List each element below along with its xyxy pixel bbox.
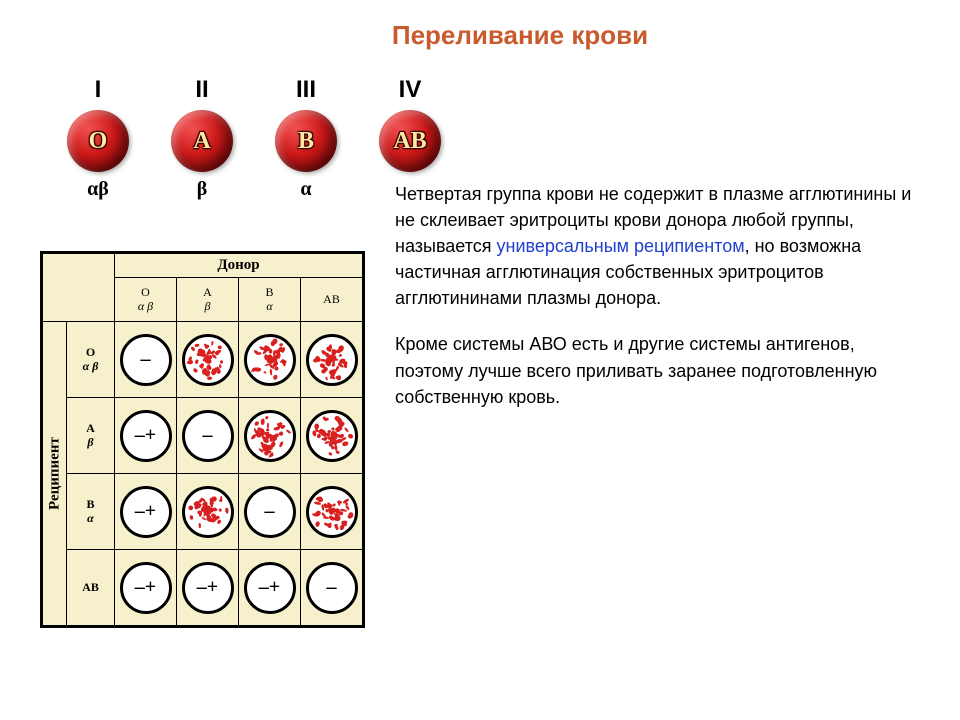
- cell-0-3: [301, 322, 363, 398]
- cell-1-3: [301, 398, 363, 474]
- agglutinin-label: αβ: [87, 178, 109, 201]
- roman-numeral: I: [95, 76, 102, 104]
- roman-numeral: III: [296, 76, 316, 104]
- col-head-A: Aβ: [177, 278, 239, 322]
- cell-1-1: –: [177, 398, 239, 474]
- universal-recipient-term: универсальным реципиентом: [497, 236, 745, 256]
- donor-label: Донор: [115, 254, 363, 278]
- row-head-O: Oα β: [67, 322, 115, 398]
- row-head-B: Bα: [67, 474, 115, 550]
- cell-2-2: –: [239, 474, 301, 550]
- agglutinin-label: β: [197, 178, 208, 201]
- col-head-O: Oα β: [115, 278, 177, 322]
- blood-cell-O: IOαβ: [60, 76, 136, 201]
- cell-3-1: –+: [177, 550, 239, 626]
- compatibility-table: ДонорOα βAβBαABРеципиентOα β–Aβ–+–Bα–+–A…: [40, 251, 365, 633]
- row-head-AB: AB: [67, 550, 115, 626]
- col-head-B: Bα: [239, 278, 301, 322]
- paragraph-1: Четвертая группа крови не содержит в пла…: [395, 181, 920, 311]
- cell-3-0: –+: [115, 550, 177, 626]
- row-head-A: Aβ: [67, 398, 115, 474]
- cell-0-2: [239, 322, 301, 398]
- description-text: Четвертая группа крови не содержит в пла…: [395, 181, 920, 633]
- cell-0-0: –: [115, 322, 177, 398]
- roman-numeral: II: [195, 76, 208, 104]
- cell-1-2: [239, 398, 301, 474]
- recipient-label: Реципиент: [43, 322, 67, 626]
- cell-3-2: –+: [239, 550, 301, 626]
- blood-cell-A: II Aβ: [164, 76, 240, 201]
- blood-cell-icon: O: [67, 110, 129, 172]
- col-head-AB: AB: [301, 278, 363, 322]
- cell-1-0: –+: [115, 398, 177, 474]
- blood-cell-B: III Bα: [268, 76, 344, 201]
- page-title: Переливание крови: [120, 20, 920, 51]
- cell-2-1: [177, 474, 239, 550]
- paragraph-2: Кроме системы АВО есть и другие системы …: [395, 331, 920, 409]
- cell-3-3: –: [301, 550, 363, 626]
- agglutinin-label: α: [300, 178, 311, 201]
- cell-0-1: [177, 322, 239, 398]
- roman-numeral: IV: [399, 76, 422, 104]
- blood-cell-icon: A: [171, 110, 233, 172]
- blood-cell-icon: AB: [379, 110, 441, 172]
- cell-2-0: –+: [115, 474, 177, 550]
- blood-cell-icon: B: [275, 110, 337, 172]
- cell-2-3: [301, 474, 363, 550]
